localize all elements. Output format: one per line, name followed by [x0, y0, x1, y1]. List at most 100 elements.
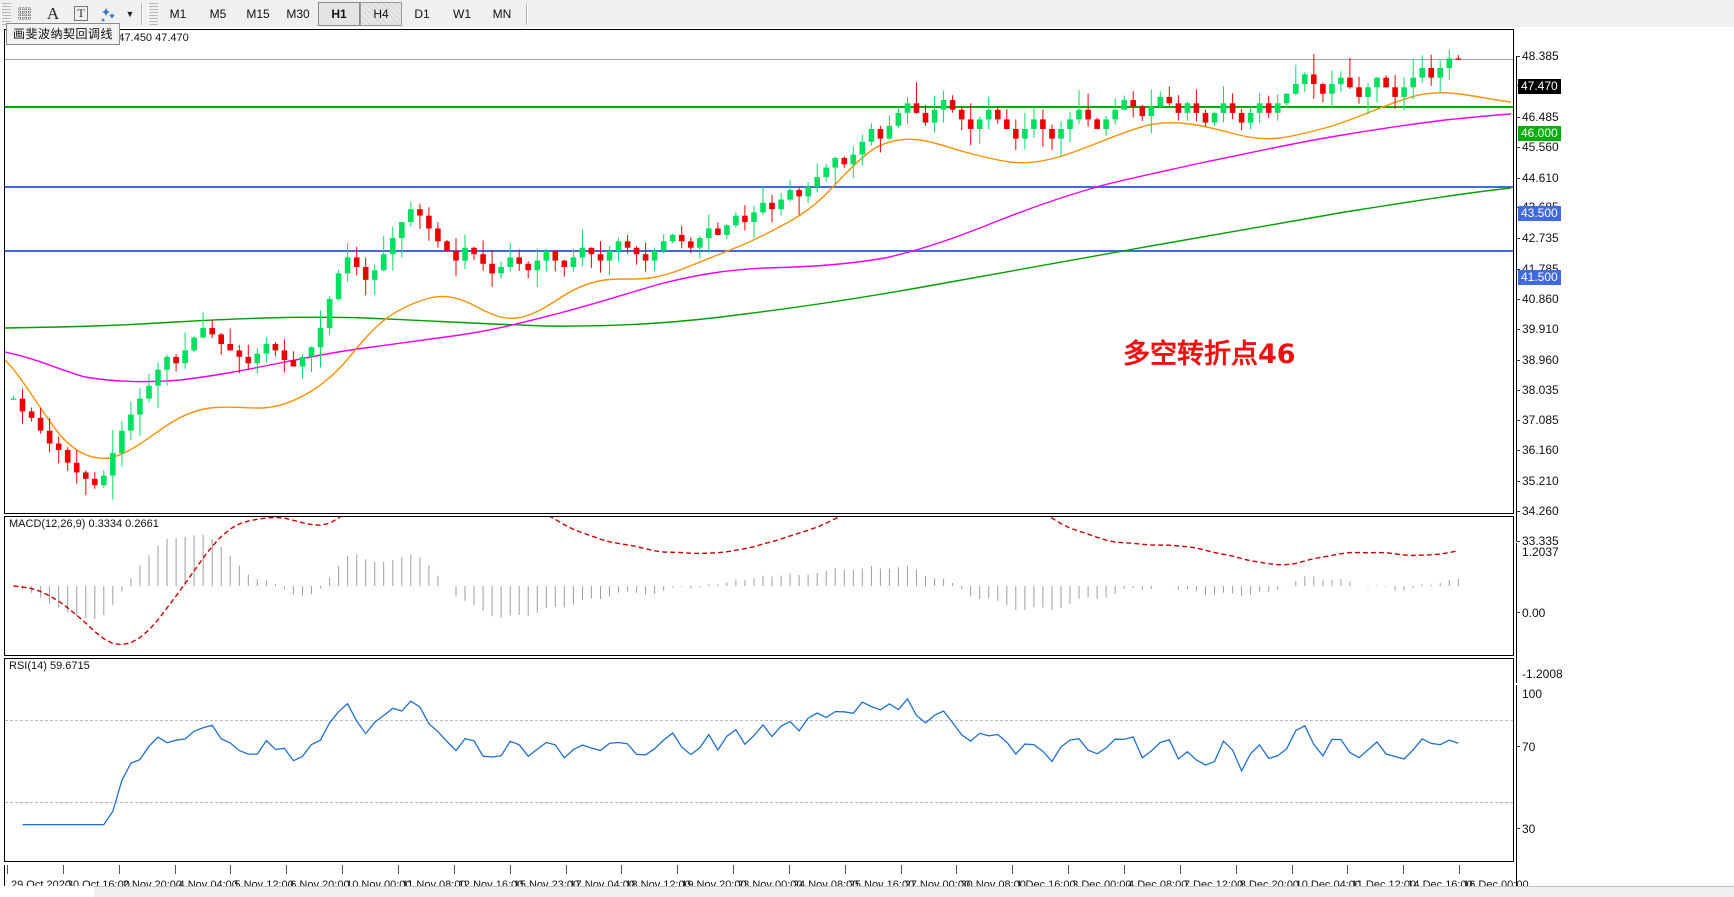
text-tool-icon[interactable]: A: [46, 3, 60, 23]
timeframe-mn[interactable]: MN: [492, 6, 512, 21]
level-line-47470: [5, 59, 1513, 60]
timeframe-m15[interactable]: M15: [246, 6, 270, 21]
scrollbar-left-gap: [0, 886, 94, 896]
time-tick-mark: [1235, 865, 1237, 874]
price-pane[interactable]: 540 47.450 47.470 多空转折点46: [4, 29, 1514, 514]
drawing-toolbar: A T ▼ M1 M5 M15 M30 H1 H4 D1 W1 MN: [0, 0, 1734, 28]
chart-area[interactable]: 540 47.450 47.470 多空转折点46 MA: [0, 27, 1734, 896]
macd-tick-bottom: -1.2008: [1522, 667, 1563, 681]
rsi-tick-mark-30: [1516, 828, 1520, 829]
time-tick-mark: [397, 865, 399, 874]
rsi-pane[interactable]: RSI(14) 59.6715: [4, 658, 1514, 862]
time-tick-mark: [900, 865, 902, 874]
price-tick-label: 44.610: [1522, 170, 1559, 185]
price-tick-label: 45.560: [1522, 140, 1559, 155]
price-tick-label: 35.210: [1522, 473, 1559, 488]
time-tick-mark: [1124, 865, 1126, 874]
time-tick-mark: [174, 865, 176, 874]
toolbar-separator: [141, 2, 143, 25]
timeframe-m5[interactable]: M5: [209, 6, 227, 21]
timeframe-m1[interactable]: M1: [169, 6, 187, 21]
price-tick-label: 34.260: [1522, 504, 1559, 519]
rsi-level-30: [5, 802, 1513, 803]
time-tick-mark: [621, 865, 623, 874]
rsi-tick-30: 30: [1522, 822, 1536, 836]
price-tick-mark: [1516, 449, 1520, 451]
timeframe-h4[interactable]: H4: [360, 1, 402, 26]
rsi-tick-mark-70: [1516, 746, 1520, 747]
label-tool-icon[interactable]: T: [67, 3, 95, 25]
price-tick-mark: [1516, 238, 1520, 240]
time-tick-mark: [1179, 865, 1181, 874]
macd-tick-top: 1.2037: [1522, 545, 1559, 559]
timeframe-grip[interactable]: [148, 2, 158, 25]
time-tick-mark: [509, 865, 511, 874]
time-tick-mark: [230, 865, 232, 874]
price-axis[interactable]: 48.38547.47046.48545.56044.61043.68542.7…: [1516, 49, 1730, 548]
price-tick-label: 33.335: [1522, 534, 1559, 548]
time-tick-mark: [956, 865, 958, 874]
macd-axis: 1.2037 0.00 -1.2008: [1516, 543, 1730, 683]
timeframe-w1[interactable]: W1: [453, 6, 471, 21]
price-tick-mark: [1516, 359, 1520, 361]
price-tick-label: 40.860: [1522, 291, 1559, 306]
timeframe-d1[interactable]: D1: [414, 6, 430, 21]
objects-tool-icon[interactable]: [95, 3, 123, 25]
time-tick-mark: [342, 865, 344, 874]
toolbar-separator-2: [526, 2, 528, 25]
price-tag-last: 47.470: [1518, 79, 1561, 94]
candlestick-series: [10, 49, 1462, 500]
macd-axis-line: [1516, 543, 1517, 683]
rsi-tick-70: 70: [1522, 740, 1536, 754]
rsi-plot: [22, 697, 1459, 826]
price-tick-mark: [1516, 541, 1520, 542]
price-tick-mark: [1516, 117, 1520, 119]
price-tick-mark: [1516, 480, 1520, 482]
macd-pane[interactable]: MACD(12,26,9) 0.3334 0.2661: [4, 516, 1514, 656]
price-tick-label: 42.735: [1522, 231, 1559, 246]
price-tick-mark: [1516, 268, 1520, 270]
macd-plot: [13, 517, 1459, 646]
time-tick-mark: [565, 865, 567, 874]
price-tick-mark: [1516, 329, 1520, 331]
timeframe-m30[interactable]: M30: [286, 6, 310, 21]
price-tick-label: 37.085: [1522, 413, 1559, 428]
price-tick-label: 38.960: [1522, 352, 1559, 367]
rsi-axis: 100 70 30: [1516, 685, 1730, 889]
price-tick-mark: [1516, 177, 1520, 179]
time-tick-mark: [677, 865, 679, 874]
rsi-label: RSI(14) 59.6715: [9, 660, 90, 672]
timeframe-h1[interactable]: H1: [318, 1, 360, 26]
time-tick-mark: [286, 865, 288, 874]
fibonacci-tool-tooltip: 画斐波纳契回调线: [6, 23, 121, 45]
chart-annotation-text: 多空转折点46: [1123, 339, 1296, 370]
time-tick-mark: [1403, 865, 1405, 874]
macd-tick-zero: 0.00: [1522, 606, 1546, 620]
price-tick-mark: [1516, 298, 1520, 300]
price-tick-mark: [1516, 147, 1520, 149]
rsi-axis-line: [1516, 685, 1517, 889]
price-tick-mark: [1516, 511, 1520, 513]
rsi-level-70: [5, 720, 1513, 721]
toolbar-grip[interactable]: [1, 2, 11, 25]
price-tick-mark: [1516, 56, 1520, 57]
level-line-43500: [5, 186, 1513, 188]
price-tick-label: 48.385: [1522, 49, 1559, 63]
time-tick-mark: [118, 865, 120, 874]
objects-dropdown-icon[interactable]: ▼: [125, 8, 135, 19]
rsi-tick-100: 100: [1522, 687, 1543, 701]
crosshair-tool-icon[interactable]: [11, 3, 39, 25]
time-tick-mark: [788, 865, 790, 874]
price-tag-41500: 41.500: [1518, 270, 1561, 285]
macd-tick-mark-zero: [1516, 612, 1520, 613]
time-tick-mark: [1012, 865, 1014, 874]
time-tick-mark: [1459, 865, 1461, 874]
macd-label: MACD(12,26,9) 0.3334 0.2661: [9, 518, 159, 530]
horizontal-scrollbar[interactable]: [94, 886, 1734, 897]
level-line-41500: [5, 250, 1513, 252]
time-tick-mark: [1347, 865, 1349, 874]
time-tick-mark: [1291, 865, 1293, 874]
level-line-46000: [5, 106, 1513, 108]
time-tick-mark: [844, 865, 846, 874]
